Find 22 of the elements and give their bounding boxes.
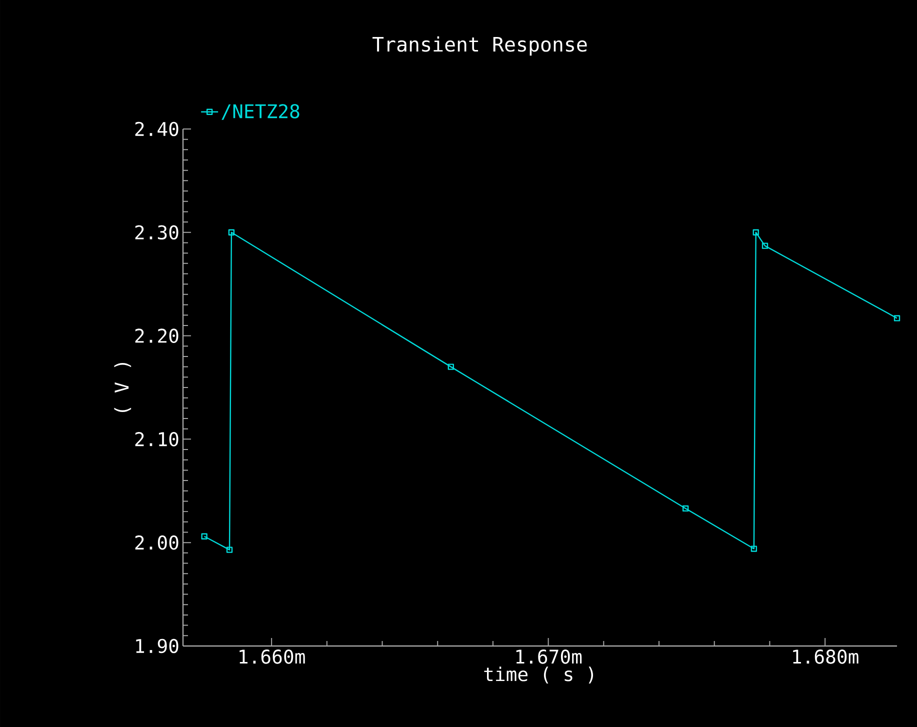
point xyxy=(750,546,758,552)
legend-label: /NETZ28 xyxy=(222,104,300,120)
point xyxy=(752,229,759,236)
y-tick-label: 1.90 xyxy=(136,638,178,654)
point xyxy=(448,364,454,370)
y-tick-label: 2.30 xyxy=(135,225,178,240)
x-tick-label: 1.670m xyxy=(516,650,582,664)
y-tick-label: 2.10 xyxy=(135,432,178,446)
point xyxy=(762,242,768,249)
chart-title: Transient Response xyxy=(372,36,587,56)
point xyxy=(226,546,233,553)
y-axis-title: ( V ) xyxy=(114,362,132,412)
x-tick-label: 1.660m xyxy=(240,650,305,664)
point xyxy=(201,533,208,540)
point xyxy=(228,229,235,236)
x-tick-label: 1.680m xyxy=(793,650,858,664)
point xyxy=(682,505,689,512)
y-tick-label: 2.20 xyxy=(135,328,178,343)
point xyxy=(894,315,900,322)
y-tick-label: 2.40 xyxy=(135,122,178,136)
x-axis-title: time ( s ) xyxy=(484,666,594,684)
y-tick-label: 2.00 xyxy=(135,535,178,550)
